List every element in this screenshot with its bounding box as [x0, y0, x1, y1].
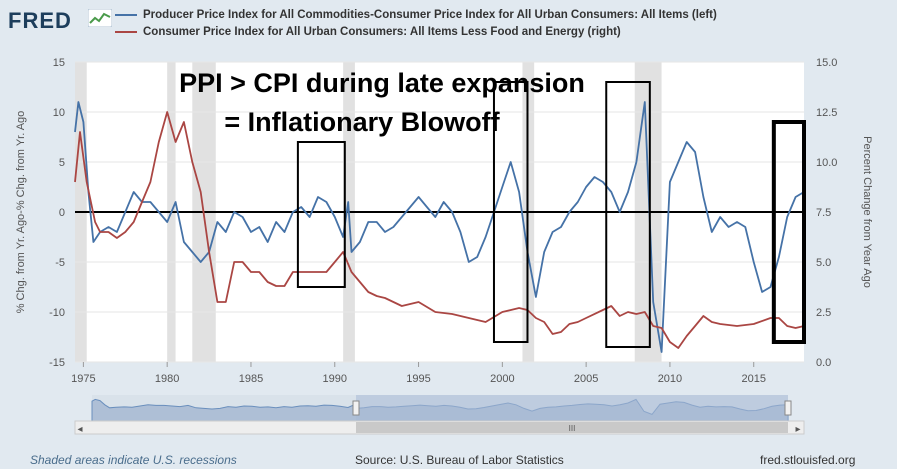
highlight-box: [771, 120, 806, 344]
x-tick-label: 2010: [658, 373, 682, 385]
highlight-boxes: [296, 81, 806, 348]
annotation-line-2: = Inflationary Blowoff: [224, 107, 500, 137]
y-tick-label: 0: [59, 207, 65, 219]
x-tick-label: 1990: [323, 373, 347, 385]
site-url[interactable]: fred.stlouisfed.org: [760, 453, 856, 467]
chart-header: FRED Producer Price Index for All Commod…: [0, 0, 897, 48]
fred-logo[interactable]: FRED: [8, 8, 72, 33]
legend-label-cpi: Consumer Price Index for All Urban Consu…: [143, 25, 621, 38]
legend-label-ppi: Producer Price Index for All Commodities…: [143, 8, 717, 21]
source-credit: Source: U.S. Bureau of Labor Statistics: [355, 453, 564, 467]
y2-tick-label: 10.0: [816, 157, 837, 169]
series-line-ppi-minus-cpi: [74, 101, 805, 353]
sparkline-icon: [88, 9, 112, 27]
x-tick-label: 1995: [406, 373, 430, 385]
highlight-box: [492, 81, 529, 343]
x-tick-label: 2005: [574, 373, 598, 385]
scrollbar-grip: III: [569, 424, 576, 433]
legend-swatch-ppi: [115, 13, 137, 16]
x-tick-label: 2015: [741, 373, 765, 385]
legend-swatch-cpi: [115, 30, 137, 33]
y2-tick-label: 7.5: [816, 207, 831, 219]
legend-item-cpi[interactable]: Consumer Price Index for All Urban Consu…: [115, 23, 717, 40]
recession-footnote: Shaded areas indicate U.S. recessions: [30, 453, 237, 467]
y-tick-label: -5: [55, 257, 65, 269]
y-axis-right-label: Percent Change from Year Ago: [861, 136, 873, 288]
x-tick-label: 1975: [71, 373, 95, 385]
chart-footer: Shaded areas indicate U.S. recessions So…: [0, 449, 897, 469]
annotation-line-1: PPI > CPI during late expansion: [179, 68, 585, 98]
x-tick-label: 1985: [239, 373, 263, 385]
y-axis-right: 15.0 12.5 10.0 7.5 5.0 2.5 0.0: [816, 57, 837, 369]
y2-tick-label: 2.5: [816, 307, 831, 319]
navigator[interactable]: III ◂ ▸: [74, 395, 805, 435]
y-tick-label: 15: [53, 57, 65, 69]
y-tick-label: -10: [49, 307, 65, 319]
x-axis: 1975 1980 1985 1990 1995 2000 2005 2010 2015: [71, 362, 766, 385]
y2-tick-label: 5.0: [816, 257, 831, 269]
y-tick-label: 10: [53, 107, 65, 119]
y2-tick-label: 12.5: [816, 107, 837, 119]
y-axis-left-label: % Chg. from Yr. Ago-% Chg. from Yr. Ago: [15, 111, 27, 314]
scroll-left-icon[interactable]: ◂: [77, 424, 82, 435]
legend-item-ppi[interactable]: Producer Price Index for All Commodities…: [115, 6, 717, 23]
highlight-box: [605, 81, 651, 348]
highlight-box: [296, 141, 346, 288]
y-axis-left: 15 10 5 0 -5 -10 -15: [49, 57, 65, 369]
x-tick-label: 2000: [490, 373, 514, 385]
y-tick-label: 5: [59, 157, 65, 169]
series-line-core-cpi: [74, 111, 805, 349]
x-tick-label: 1980: [155, 373, 179, 385]
navigator-selection[interactable]: [356, 395, 788, 421]
scroll-right-icon[interactable]: ▸: [795, 424, 800, 435]
y-tick-label: -15: [49, 357, 65, 369]
y2-tick-label: 15.0: [816, 57, 837, 69]
series-lines: [74, 101, 805, 353]
navigator-handle-left[interactable]: [352, 400, 360, 416]
legend: Producer Price Index for All Commodities…: [115, 6, 717, 40]
y2-tick-label: 0.0: [816, 357, 831, 369]
scrollbar-thumb[interactable]: [356, 422, 788, 433]
navigator-handle-right[interactable]: [784, 400, 792, 416]
